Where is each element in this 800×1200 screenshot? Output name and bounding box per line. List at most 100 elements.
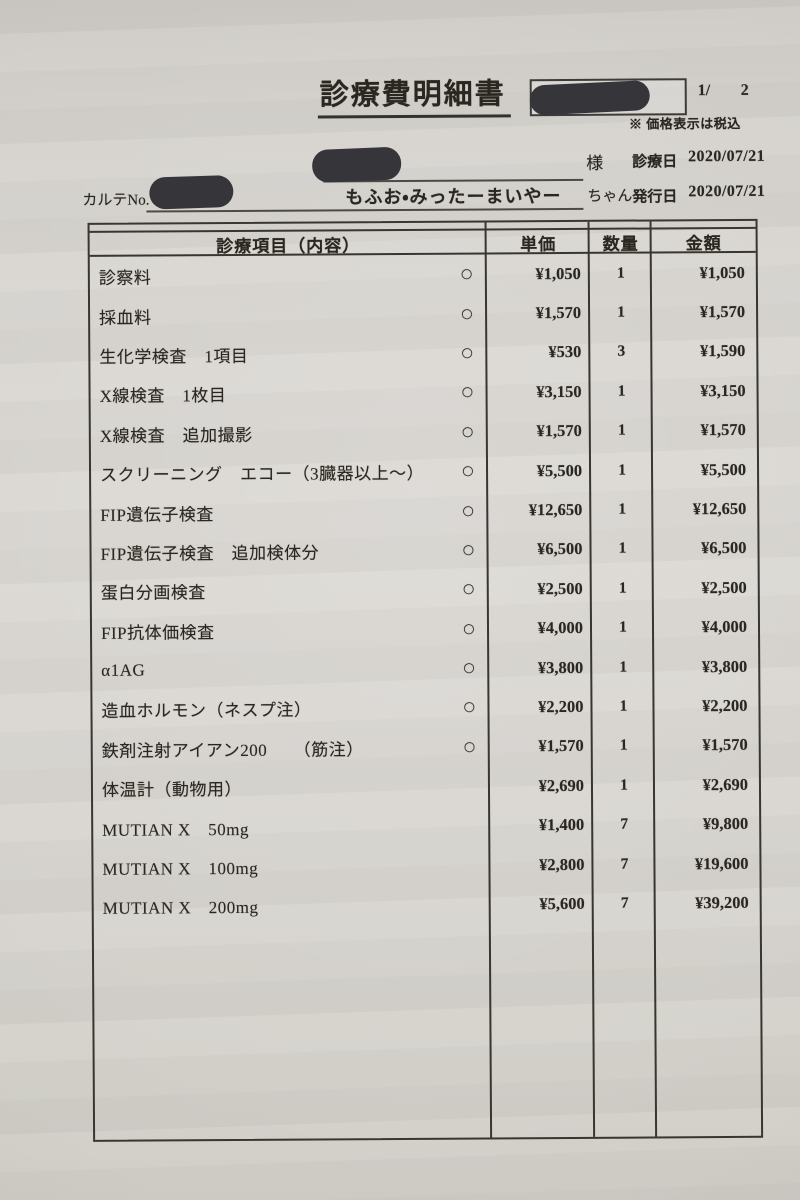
redaction-mark-owner <box>311 146 402 184</box>
quantity-value: 1 <box>617 421 626 439</box>
billing-table: 診療項目（内容） 単価 数量 金額 診察料 ○ ¥1,050 1 ¥1,050 … <box>87 218 764 1142</box>
amount-value: ¥6,500 <box>701 538 747 558</box>
quantity-value: 1 <box>618 579 627 597</box>
table-row: X線検査 追加撮影 ○ ¥1,570 1 ¥1,570 <box>91 410 757 453</box>
amount-value: ¥3,150 <box>700 380 746 401</box>
table-row: X線検査 1枚目 ○ ¥3,150 1 ¥3,150 <box>90 371 756 414</box>
amount-value: ¥39,200 <box>695 892 749 913</box>
item-name: MUTIAN X 50mg <box>102 819 250 840</box>
amount-value: ¥1,590 <box>699 341 746 361</box>
unit-price-value: ¥2,500 <box>537 578 583 598</box>
amount-value: ¥1,570 <box>700 420 746 440</box>
unit-price-value: ¥2,690 <box>538 775 585 795</box>
document-title: 診療費明細書 <box>317 78 511 119</box>
unit-price-value: ¥4,000 <box>537 618 584 638</box>
quantity-value: 1 <box>616 264 625 282</box>
item-cell: 蛋白分画検査 ○ <box>92 577 489 604</box>
circle-mark: ○ <box>463 660 476 676</box>
amount-value: ¥12,650 <box>692 498 747 519</box>
table-row: α1AG ○ ¥3,800 1 ¥3,800 <box>92 647 758 690</box>
unit-price-value: ¥1,570 <box>535 302 582 323</box>
unit-price-value: ¥1,400 <box>538 815 585 835</box>
table-row: 鉄剤注射アイアン200 （筋注） ○ ¥1,570 1 ¥1,570 <box>93 726 759 769</box>
amount-value: ¥1,570 <box>702 735 748 755</box>
circle-mark: ○ <box>462 542 475 558</box>
item-cell: FIP遺伝子検査 追加検体分 ○ <box>91 537 488 564</box>
amount-value: ¥3,800 <box>701 656 748 676</box>
circle-mark: ○ <box>461 424 474 440</box>
quantity-value: 7 <box>620 855 629 873</box>
quantity-value: 1 <box>619 697 628 715</box>
item-name: α1AG <box>101 660 146 680</box>
item-cell: MUTIAN X 100mg <box>93 853 490 880</box>
tax-included-note: ※ 価格表示は税込 <box>628 115 741 132</box>
item-cell: 採血料 ○ <box>90 301 487 328</box>
issue-date-label: 発行日 <box>632 189 678 206</box>
quantity-value: 1 <box>617 382 626 400</box>
item-name: スクリーニング エコー（3臓器以上～） <box>100 463 425 485</box>
item-cell: X線検査 1枚目 ○ <box>90 380 487 407</box>
unit-price-value: ¥530 <box>548 342 582 362</box>
item-cell: 体温計（動物用） <box>93 774 490 801</box>
circle-mark: ○ <box>463 739 476 755</box>
item-name: 蛋白分画検査 <box>100 583 206 604</box>
table-row: 蛋白分画検査 ○ ¥2,500 1 ¥2,500 <box>92 568 758 611</box>
unit-price-value: ¥2,800 <box>539 854 585 874</box>
item-name: 造血ホルモン（ネスプ注） <box>101 701 312 722</box>
quantity-value: 1 <box>618 461 626 479</box>
pet-name: もふお・みったーまいやー <box>345 186 562 208</box>
amount-value: ¥2,500 <box>701 577 747 597</box>
table-row: FIP遺伝子検査 ○ ¥12,650 1 ¥12,650 <box>91 489 757 532</box>
item-name: 採血料 <box>99 308 152 328</box>
karte-number-label: カルテNo. <box>82 192 150 209</box>
quantity-value: 1 <box>619 736 628 755</box>
table-row: スクリーニング エコー（3臓器以上～） ○ ¥5,500 1 ¥5,500 <box>91 450 757 493</box>
amount-value: ¥19,600 <box>694 853 749 873</box>
table-row: 診察料 ○ ¥1,050 1 ¥1,050 <box>90 253 756 296</box>
item-cell: MUTIAN X 50mg <box>93 813 490 840</box>
item-cell: 鉄剤注射アイアン200 （筋注） ○ <box>93 734 490 761</box>
redaction-mark-karte-number <box>148 174 234 210</box>
circle-mark: ○ <box>460 266 473 282</box>
item-cell: 診察料 ○ <box>90 262 487 289</box>
item-cell: スクリーニング エコー（3臓器以上～） ○ <box>91 459 488 486</box>
quantity-value: 1 <box>620 776 628 794</box>
column-header-unit-price: 単価 <box>520 235 557 255</box>
item-cell: 生化学検査 1項目 ○ <box>90 340 487 367</box>
unit-price-value: ¥1,050 <box>535 263 581 283</box>
item-name: FIP遺伝子検査 追加検体分 <box>100 543 320 564</box>
table-row: MUTIAN X 50mg ¥1,400 7 ¥9,800 <box>93 804 759 847</box>
item-name: 生化学検査 1項目 <box>99 346 249 367</box>
table-row: FIP抗体価検査 ○ ¥4,000 1 ¥4,000 <box>92 607 758 650</box>
column-header-amount: 金額 <box>685 234 722 254</box>
table-row: FIP遺伝子検査 追加検体分 ○ ¥6,500 1 ¥6,500 <box>91 529 757 572</box>
visit-date-label: 診療日 <box>632 154 678 171</box>
circle-mark: ○ <box>461 384 474 400</box>
item-name: 体温計（動物用） <box>101 780 243 801</box>
circle-mark: ○ <box>461 306 474 322</box>
unit-price-value: ¥6,500 <box>537 539 583 559</box>
table-row: MUTIAN X 100mg ¥2,800 7 ¥19,600 <box>93 844 759 887</box>
page-number-current: 1/ <box>697 82 711 100</box>
amount-value: ¥1,570 <box>699 301 746 322</box>
table-header-row: 診療項目（内容） 単価 数量 金額 <box>89 226 756 257</box>
item-name: 診察料 <box>98 268 152 289</box>
quantity-value: 3 <box>617 343 626 361</box>
item-name: FIP遺伝子検査 <box>100 504 214 525</box>
item-name: MUTIAN X 100mg <box>102 858 259 879</box>
pet-honorific: ちゃん <box>587 188 633 205</box>
quantity-value: 1 <box>618 500 627 518</box>
unit-price-value: ¥5,600 <box>539 893 585 914</box>
clinic-name-box <box>529 78 687 117</box>
redaction-mark-clinic <box>529 79 651 116</box>
unit-price-value: ¥3,150 <box>536 381 582 402</box>
unit-price-value: ¥2,200 <box>538 696 584 717</box>
quantity-value: 1 <box>619 658 628 676</box>
unit-price-value: ¥3,800 <box>537 657 584 677</box>
item-name: 鉄剤注射アイアン200 （筋注） <box>101 740 364 761</box>
unit-price-value: ¥5,500 <box>536 460 583 480</box>
quantity-value: 1 <box>618 540 627 558</box>
column-header-item: 診療項目（内容） <box>216 236 361 257</box>
